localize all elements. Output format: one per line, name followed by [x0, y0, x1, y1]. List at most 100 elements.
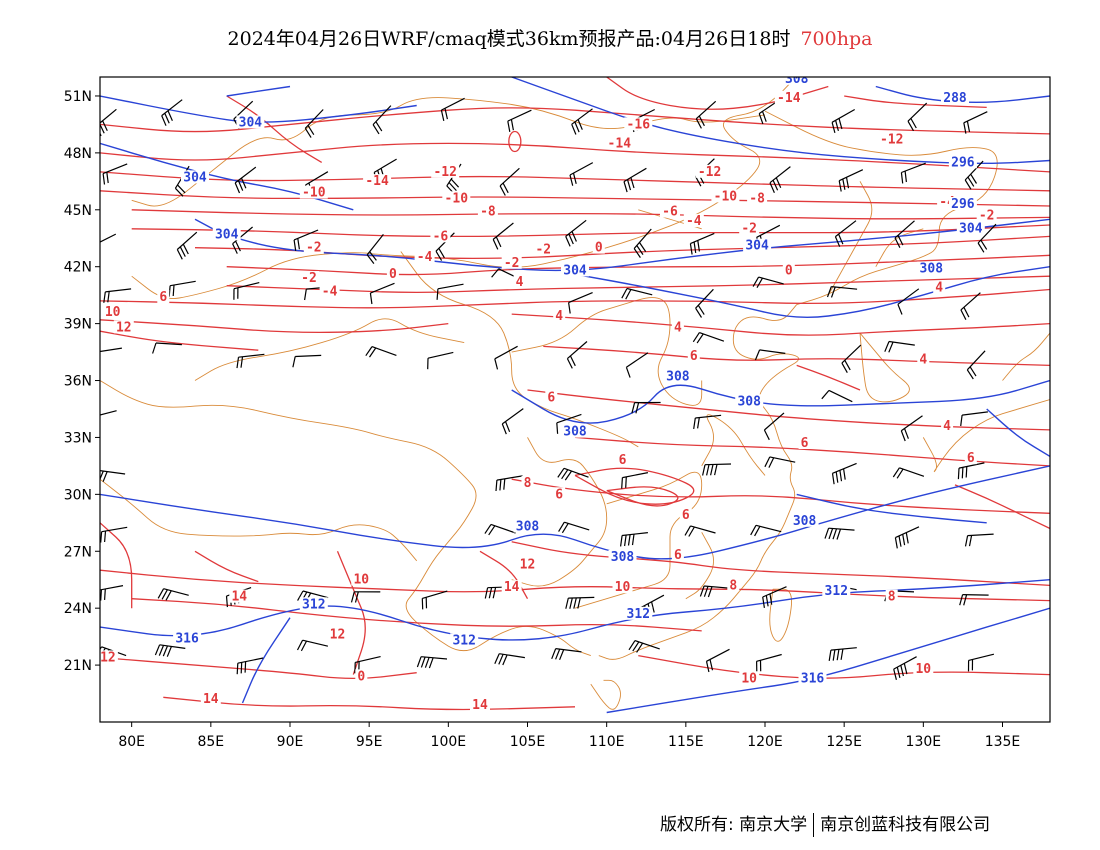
wind-barb	[960, 292, 981, 320]
temperature-label: 12	[520, 557, 536, 572]
wind-barb	[963, 111, 988, 134]
label-backdrop	[687, 348, 700, 362]
wind-barb	[176, 231, 198, 260]
temperature-isoline	[479, 550, 529, 600]
wind-barb	[621, 287, 653, 300]
label-backdrop	[941, 90, 969, 104]
height-isoline	[574, 266, 1050, 318]
lon-tick-label: 130E	[906, 734, 942, 750]
wind-barb	[293, 229, 319, 251]
wind-barb	[695, 100, 717, 129]
temperature-isoline	[194, 235, 1050, 260]
temperature-label: -2	[741, 222, 757, 237]
label-backdrop	[739, 671, 760, 685]
lon-tick-label: 110E	[589, 734, 625, 750]
label-backdrop	[477, 204, 498, 218]
lon-tick-label: 120E	[747, 734, 783, 750]
wind-barb	[623, 167, 647, 193]
height-label: 308	[920, 262, 944, 277]
label-backdrop	[430, 229, 451, 243]
pressure-level: 700hpa	[800, 28, 873, 50]
label-backdrop	[513, 274, 526, 288]
label-backdrop	[822, 584, 851, 597]
wind-barb	[494, 653, 525, 666]
latitude-axis: 51N 48N 45N 42N 39N 36N 33N 30N 27N 24N 21N	[64, 89, 100, 674]
temperature-label: 4	[943, 419, 951, 434]
temperature-label: -14	[365, 174, 389, 189]
temperature-label: 14	[203, 692, 219, 707]
label-backdrop	[663, 369, 692, 383]
label-backdrop	[299, 271, 319, 284]
label-backdrop	[616, 453, 629, 467]
temperature-isoline	[511, 478, 1050, 514]
lon-tick-label: 100E	[431, 734, 467, 750]
temperature-label: 14	[231, 590, 247, 605]
wind-barb	[494, 345, 518, 370]
wind-barb	[884, 340, 915, 353]
label-backdrop	[747, 191, 768, 205]
wind-barb	[894, 220, 915, 248]
wind-barb	[507, 109, 532, 133]
temperature-label: -2	[301, 271, 317, 286]
wind-barb	[752, 276, 784, 288]
label-backdrop	[200, 692, 221, 706]
temperature-label: -2	[306, 241, 322, 256]
wind-barb	[100, 233, 117, 243]
temperature-label: 10	[615, 580, 631, 595]
temperature-isoline	[508, 130, 522, 153]
lon-tick-label: 85E	[197, 734, 224, 750]
label-backdrop	[470, 697, 490, 711]
wind-barb	[754, 349, 786, 361]
title-text: 2024年04月26日WRF/cmaq模式36km预报产品:04月26日18时	[227, 28, 791, 50]
wind-barb	[366, 234, 384, 264]
label-backdrop	[913, 661, 934, 675]
wind-barb	[894, 526, 920, 549]
temperature-label: 0	[595, 241, 603, 256]
label-backdrop	[695, 164, 724, 178]
wind-barb	[957, 462, 985, 480]
label-backdrop	[363, 174, 392, 188]
wind-barb	[565, 596, 595, 609]
border-line	[511, 297, 703, 406]
label-backdrop	[671, 320, 684, 334]
wind-barb	[964, 160, 984, 190]
height-label: 288	[943, 91, 967, 106]
wind-barb	[440, 97, 465, 122]
wind-barb	[304, 109, 324, 138]
lat-tick-label: 24N	[64, 601, 92, 617]
wind-barb	[161, 99, 183, 126]
label-backdrop	[299, 185, 328, 199]
wind-barb	[569, 162, 594, 186]
wind-barb	[499, 167, 520, 196]
wind-barb	[421, 590, 448, 610]
height-label: 304	[215, 227, 239, 242]
height-isoline	[100, 95, 417, 123]
lat-tick-label: 33N	[64, 430, 92, 446]
wind-barb	[684, 525, 716, 537]
height-isoline	[194, 218, 1050, 272]
label-backdrop	[660, 204, 680, 218]
wind-barb	[756, 653, 782, 673]
label-backdrop	[976, 208, 997, 222]
wind-barb	[821, 389, 853, 403]
label-backdrop	[561, 424, 589, 438]
wind-barb	[234, 166, 257, 194]
chart-title: 2024年04月26日WRF/cmaq模式36km预报产品:04月26日18时 7…	[0, 24, 1100, 51]
lon-tick-label: 115E	[668, 734, 704, 750]
lon-tick-label: 80E	[118, 734, 145, 750]
wind-barb	[633, 228, 652, 258]
height-isoline	[796, 493, 987, 524]
label-backdrop	[624, 606, 653, 620]
label-backdrop	[933, 280, 946, 294]
wind-barb	[750, 524, 782, 537]
label-backdrop	[592, 240, 605, 254]
temperature-isoline	[226, 275, 1050, 293]
label-backdrop	[782, 263, 795, 277]
temperature-label: 12	[330, 628, 346, 643]
wind-barb	[762, 586, 787, 608]
label-backdrop	[351, 572, 372, 586]
height-label: 308	[516, 520, 540, 535]
temperature-label: 6	[555, 487, 563, 502]
label-backdrop	[956, 221, 985, 235]
height-label: 304	[239, 115, 263, 130]
